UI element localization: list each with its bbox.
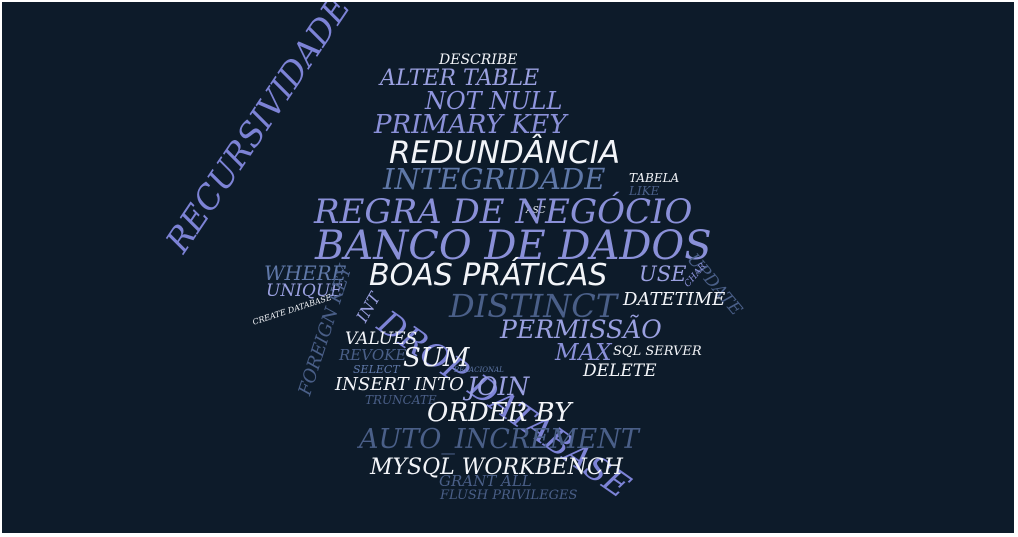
word-distinct: DISTINCT <box>449 287 618 325</box>
word-revoke: REVOKE <box>339 346 407 364</box>
word-order-by: ORDER BY <box>427 398 572 428</box>
word-datetime: DATETIME <box>623 289 726 310</box>
word-where: WHERE <box>264 261 347 285</box>
word-sql-server: SQL SERVER <box>613 344 702 359</box>
word-alter-table: ALTER TABLE <box>380 66 540 91</box>
word-not-null: NOT NULL <box>425 87 563 115</box>
word-permissao: PERMISSÃO <box>500 315 662 344</box>
word-boas-praticas: BOAS PRÁTICAS <box>369 258 608 293</box>
word-describe: DESCRIBE <box>439 52 518 68</box>
word-primary-key: PRIMARY KEY <box>374 110 567 140</box>
word-unique: UNIQUE <box>266 281 343 301</box>
word-values: VALUES <box>345 329 418 349</box>
word-regra-de-negocio: REGRA DE NEGÓCIO <box>314 192 693 232</box>
word-like: LIKE <box>629 184 660 198</box>
word-select: SELECT <box>353 363 400 376</box>
word-relacional: RELACIONAL <box>454 366 504 374</box>
word-truncate: TRUNCATE <box>365 393 437 407</box>
word-asc: ASC <box>526 206 546 216</box>
word-join: JOIN <box>467 372 530 401</box>
word-auto-increment: AUTO_INCREMENT <box>359 424 639 455</box>
word-mysql-workbench: MYSQL WORKBENCH <box>370 455 623 480</box>
word-max: MAX <box>555 340 612 366</box>
word-grant-all: GRANT ALL <box>439 472 532 490</box>
word-int: INT <box>352 289 385 326</box>
word-redundancia: REDUNDÂNCIA <box>389 135 621 171</box>
word-banco-de-dados: BANCO DE DADOS <box>315 223 712 269</box>
word-integridade: INTEGRIDADE <box>383 162 606 196</box>
word-tabela: TABELA <box>629 171 680 185</box>
word-insert-into: INSERT INTO <box>335 374 464 395</box>
word-flush-privileges: FLUSH PRIVILEGES <box>440 488 578 503</box>
word-sum: SUM <box>403 343 470 373</box>
word-delete: DELETE <box>583 361 657 381</box>
word-use: USE <box>639 262 687 286</box>
